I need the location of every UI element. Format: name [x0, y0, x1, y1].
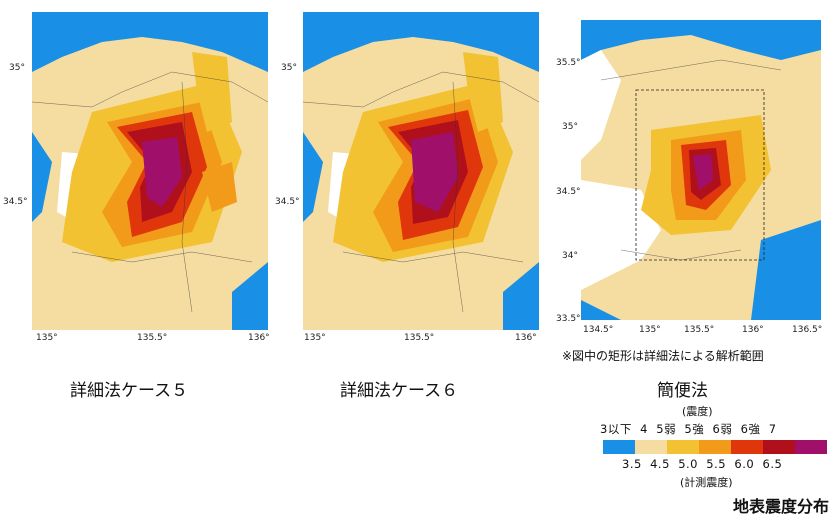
- map-panel-case5: [32, 12, 268, 330]
- x-tick: 136°: [515, 333, 537, 343]
- x-tick: 135°: [639, 325, 661, 335]
- x-tick: 136.5°: [792, 325, 823, 335]
- legend-swatch: [731, 440, 763, 454]
- x-tick: 135°: [304, 333, 326, 343]
- y-tick: 35°: [281, 63, 297, 73]
- legend-swatch: [667, 440, 699, 454]
- legend-measured-title: (計測震度): [680, 476, 733, 489]
- x-tick: 135.5°: [684, 325, 715, 335]
- intensity-map-case6: [303, 12, 539, 330]
- y-tick: 35°: [562, 122, 578, 132]
- legend-swatch: [603, 440, 635, 454]
- y-tick: 35°: [9, 63, 25, 73]
- y-tick: 33.5°: [556, 314, 581, 324]
- panel-caption: 詳細法ケース５: [70, 381, 189, 401]
- legend-swatch: [635, 440, 667, 454]
- legend-measured-row: 3.5 4.5 5.0 5.5 6.0 6.5: [622, 457, 783, 471]
- x-tick: 134.5°: [583, 325, 614, 335]
- x-tick: 135.5°: [137, 333, 168, 343]
- legend-swatch: [795, 440, 827, 454]
- figure-title: 地表震度分布: [732, 497, 829, 516]
- intensity-map-case5: [32, 12, 268, 330]
- y-tick: 34.5°: [3, 197, 28, 207]
- map-panel-case6: [303, 12, 539, 330]
- x-tick: 135.5°: [404, 333, 435, 343]
- map-panel-simple: [581, 20, 821, 320]
- legend-swatch: [763, 440, 795, 454]
- intensity-map-simple: [581, 20, 821, 320]
- legend-intensity-title: (震度): [682, 405, 713, 418]
- legend-colorbar: [603, 440, 827, 454]
- y-tick: 34.5°: [556, 187, 581, 197]
- x-tick: 136°: [248, 333, 270, 343]
- x-tick: 135°: [36, 333, 58, 343]
- legend-intensity-row: 3以下 4 5弱 5強 6弱 6強 7: [600, 422, 777, 436]
- legend-swatch: [699, 440, 731, 454]
- panel-caption: 詳細法ケース６: [340, 381, 459, 401]
- y-tick: 35.5°: [556, 58, 581, 68]
- panel-caption: 簡便法: [657, 381, 708, 401]
- y-tick: 34°: [562, 251, 578, 261]
- x-tick: 136°: [742, 325, 764, 335]
- analysis-area-note: ※図中の矩形は詳細法による解析範囲: [562, 349, 764, 363]
- y-tick: 34.5°: [275, 197, 300, 207]
